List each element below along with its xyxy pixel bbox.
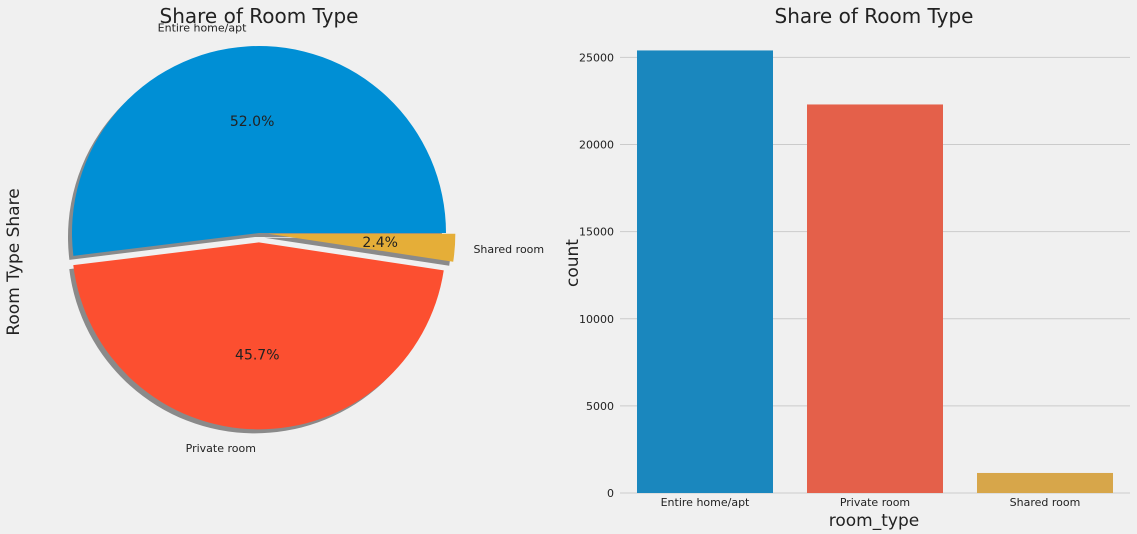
- bar-y-tick-label: 0: [607, 487, 614, 500]
- bar-y-tick-label: 5000: [586, 400, 614, 413]
- bar-y-tick-label: 20000: [579, 139, 614, 152]
- bar-chart-title: Share of Room Type: [775, 4, 974, 28]
- bar-chart-y-ticks: 0 5000 10000 15000 20000 25000: [579, 51, 614, 500]
- bar-entire-home-apt: [637, 50, 773, 493]
- bar-private-room: [807, 104, 943, 493]
- pie-chart-ylabel: Room Type Share: [4, 188, 24, 335]
- pie-pct-label-shared-room: 2.4%: [362, 235, 398, 251]
- pie-slice-shared-room: [268, 233, 456, 262]
- pie-slice-private-room: [73, 242, 444, 430]
- bar-y-tick-label: 15000: [579, 226, 614, 239]
- bar-y-tick-label: 10000: [579, 313, 614, 326]
- pie-slices: [71, 45, 456, 430]
- pie-category-label-private-room: Private room: [186, 442, 256, 455]
- pie-chart-panel: Share of Room Type Room Type Share 52.0%…: [4, 4, 544, 455]
- pie-category-label-entire-home-apt: Entire home/apt: [158, 22, 247, 35]
- pie-category-label-shared-room: Shared room: [473, 243, 544, 256]
- bar-chart-x-ticks: Entire home/apt Private room Shared room: [661, 496, 1081, 509]
- bar-shared-room: [977, 472, 1113, 493]
- pie-labels: 52.0% Entire home/apt 45.7% Private room 2.4…: [158, 22, 544, 455]
- pie-chart-title: Share of Room Type: [160, 4, 359, 28]
- pie-pct-label-private-room: 45.7%: [235, 348, 279, 364]
- bar-chart-bars: [637, 50, 1113, 493]
- bar-x-tick-label-private-room: Private room: [840, 496, 910, 509]
- pie-slice-entire-home-apt: [71, 45, 447, 256]
- bar-x-tick-label-shared-room: Shared room: [1010, 496, 1081, 509]
- bar-chart-panel: Share of Room Type 0 5000 10000 15000 20000 2…: [563, 4, 1130, 531]
- bar-x-tick-label-entire-home-apt: Entire home/apt: [661, 496, 750, 509]
- bar-chart-xlabel: room_type: [829, 511, 919, 531]
- bar-chart-ylabel: count: [563, 239, 583, 287]
- pie-pct-label-entire-home-apt: 52.0%: [230, 114, 274, 130]
- bar-y-tick-label: 25000: [579, 51, 614, 64]
